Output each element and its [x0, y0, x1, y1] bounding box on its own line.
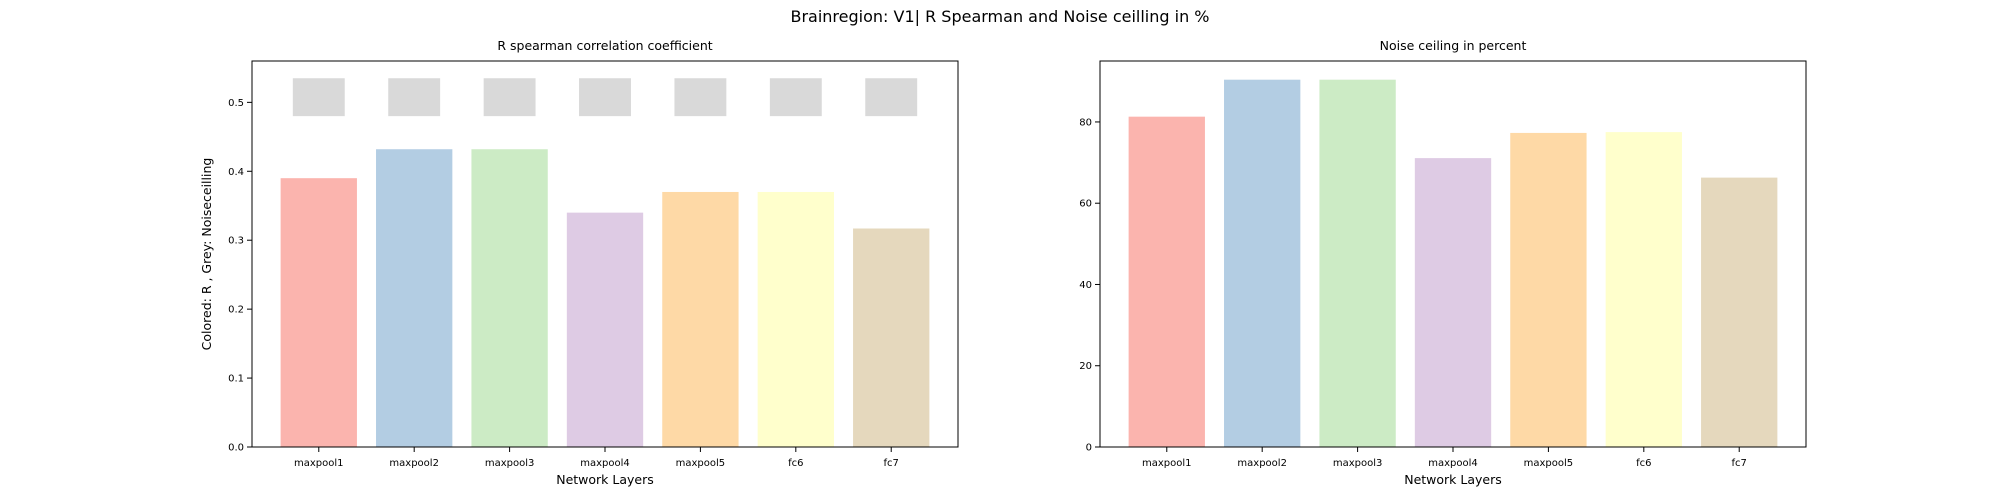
panel2-xtick-label: maxpool5 [1524, 458, 1574, 469]
panel1-bar-maxpool2 [376, 149, 453, 447]
panel2-ytick-label: 80 [1079, 117, 1092, 128]
panel1-bar-fc7 [853, 228, 930, 447]
panel2-ytick-label: 40 [1079, 280, 1092, 291]
panel1-noise-ceiling-fc6 [769, 78, 822, 117]
panel1-noise-ceiling-maxpool2 [388, 78, 441, 117]
panel1-ytick-label: 0.1 [228, 374, 244, 385]
panel1-ytick-label: 0.3 [228, 236, 244, 247]
panel1-bar-fc6 [757, 191, 834, 447]
panel1-bar-maxpool3 [471, 149, 548, 447]
panel2-ytick-label: 0 [1086, 443, 1092, 454]
panel1-noise-ceiling-maxpool3 [483, 78, 536, 117]
panel2-xtick-label: maxpool3 [1333, 458, 1383, 469]
panel2-xtick-label: maxpool2 [1237, 458, 1287, 469]
panel1-ytick-label: 0.0 [228, 443, 244, 454]
panel1-x-ticks: maxpool1 maxpool2 maxpool3 maxpool4 maxpool5… [294, 447, 899, 469]
panel2-bar-maxpool3 [1319, 79, 1396, 448]
panel1-noise-bars [292, 78, 918, 117]
panel1-noise-ceiling-maxpool5 [674, 78, 727, 117]
panel1-ytick-label: 0.2 [228, 305, 244, 316]
panel2-x-ticks: maxpool1 maxpool2 maxpool3 maxpool4 maxpool5… [1142, 447, 1747, 469]
panel2-xtick-label: maxpool1 [1142, 458, 1192, 469]
panel2-xtick-label: maxpool4 [1428, 458, 1478, 469]
panel2-ytick-label: 60 [1079, 199, 1092, 210]
panel1-xtick-label: maxpool4 [580, 458, 630, 469]
panel1-ytick-label: 0.5 [228, 98, 244, 109]
panel1-bars [280, 149, 930, 447]
panel2-bar-maxpool5 [1510, 132, 1587, 447]
panel1-xtick-label: maxpool3 [485, 458, 535, 469]
panel1-noise-ceiling-fc7 [865, 78, 918, 117]
panel1-xlabel: Network Layers [556, 472, 654, 487]
panel2-bar-maxpool1 [1128, 116, 1205, 448]
panel1-bar-maxpool4 [566, 212, 644, 447]
panel1-xtick-label: maxpool1 [294, 458, 344, 469]
panel1-noise-ceiling-maxpool1 [292, 78, 345, 117]
panel-noise-ceiling: Noise ceiling in percent 0 20 40 60 80 maxpo… [1079, 38, 1807, 487]
panel2-bar-fc6 [1605, 132, 1682, 447]
panel1-ytick-label: 0.4 [228, 167, 244, 178]
panel1-bar-maxpool5 [662, 191, 739, 447]
panel2-bars [1128, 79, 1778, 448]
panel1-ylabel: Colored: R , Grey: Noiseceilling [199, 158, 214, 351]
panel1-xtick-label: fc6 [788, 458, 803, 469]
panel2-y-ticks: 0 20 40 60 80 [1079, 117, 1100, 454]
panel1-xtick-label: maxpool2 [389, 458, 439, 469]
panel2-xtick-label: fc6 [1636, 458, 1651, 469]
panel1-xtick-label: maxpool5 [676, 458, 726, 469]
panel1-title: R spearman correlation coefficient [497, 38, 712, 53]
panel2-title: Noise ceiling in percent [1380, 38, 1527, 53]
panel1-bar-maxpool1 [280, 178, 357, 447]
panel2-bar-fc7 [1701, 177, 1778, 448]
panel2-xlabel: Network Layers [1404, 472, 1502, 487]
panel2-xtick-label: fc7 [1732, 458, 1747, 469]
panel1-noise-ceiling-maxpool4 [579, 78, 631, 117]
panel1-xtick-label: fc7 [884, 458, 899, 469]
figure-title: Brainregion: V1| R Spearman and Noise ce… [790, 7, 1209, 26]
panel-r-spearman: R spearman correlation coefficient 0.00.… [199, 38, 959, 487]
panel2-bar-maxpool2 [1224, 79, 1301, 448]
panel1-y-ticks: 0.0 0.1 0.2 0.3 0.4 0.5 [228, 98, 252, 454]
panel2-ytick-label: 20 [1079, 361, 1092, 372]
panel2-bar-maxpool4 [1414, 158, 1492, 447]
